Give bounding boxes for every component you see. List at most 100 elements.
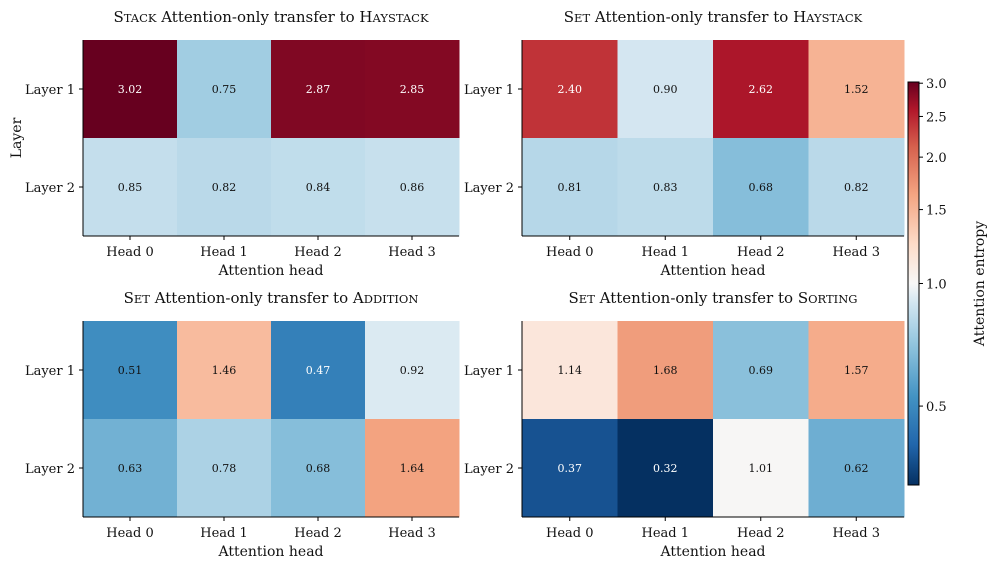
y-tick-label: Layer 1 xyxy=(25,83,75,98)
heatmap-cell xyxy=(713,40,809,139)
x-tick-label: Head 1 xyxy=(200,526,248,541)
heatmap-cell xyxy=(83,321,178,420)
heatmap-cell xyxy=(713,419,809,518)
heatmap-cell xyxy=(365,40,460,139)
colorbar-tick-label: 0.5 xyxy=(926,400,947,415)
cell-value-label: 0.68 xyxy=(749,181,774,194)
heatmap-cell xyxy=(808,138,905,237)
heatmap-cell xyxy=(617,419,714,518)
x-tick-label: Head 1 xyxy=(200,245,248,260)
cell-value-label: 2.85 xyxy=(400,83,425,96)
heatmap-cell xyxy=(365,138,460,237)
heatmap-cell xyxy=(365,419,460,518)
heatmap-cell xyxy=(522,40,618,139)
cell-value-label: 0.51 xyxy=(118,364,143,377)
cell-value-label: 1.57 xyxy=(844,364,869,377)
cell-value-label: 0.47 xyxy=(306,364,331,377)
cell-value-label: 0.85 xyxy=(118,181,143,194)
panel-set-haystack: 2.40 0.90 2.62 1.52 0.81 0.83 0.68 0.82 Layer 1 L… xyxy=(464,8,905,279)
cell-value-label: 0.84 xyxy=(306,181,331,194)
colorbar-tick-label: 3.0 xyxy=(926,77,947,92)
heatmap-cell xyxy=(365,321,460,420)
cell-value-label: 0.92 xyxy=(400,364,425,377)
x-axis-label: Attention head xyxy=(659,544,765,560)
cell-value-label: 1.46 xyxy=(212,364,237,377)
colorbar-tick-label: 2.0 xyxy=(926,151,947,166)
heatmap-cell xyxy=(271,138,366,237)
cell-value-label: 0.82 xyxy=(212,181,237,194)
x-tick-label: Head 2 xyxy=(294,245,342,260)
x-tick-label: Head 2 xyxy=(737,245,785,260)
panel-title: SET Attention-only transfer to HAYSTACK xyxy=(564,8,863,26)
heatmap-cell xyxy=(83,40,178,139)
heatmap-cell xyxy=(713,138,809,237)
x-tick-label: Head 3 xyxy=(832,245,880,260)
y-tick-label: Layer 1 xyxy=(464,83,514,98)
x-tick-label: Head 1 xyxy=(641,526,689,541)
cell-value-label: 2.40 xyxy=(558,83,583,96)
x-tick-label: Head 2 xyxy=(294,526,342,541)
heatmap-cell xyxy=(808,321,905,420)
y-tick-label: Layer 1 xyxy=(464,364,514,379)
cell-value-label: 1.68 xyxy=(653,364,678,377)
cell-value-label: 0.75 xyxy=(212,83,237,96)
cell-value-label: 0.68 xyxy=(306,462,331,475)
panel-title: SET Attention-only transfer to ADDITION xyxy=(124,289,419,307)
heatmap-cell xyxy=(177,40,272,139)
y-tick-label: Layer 2 xyxy=(464,462,514,477)
heatmap-cell xyxy=(522,138,618,237)
cell-value-label: 0.78 xyxy=(212,462,237,475)
y-tick-label: Layer 2 xyxy=(464,181,514,196)
cell-value-label: 0.83 xyxy=(653,181,678,194)
panel-title: SET Attention-only transfer to SORTING xyxy=(569,289,858,307)
x-tick-label: Head 0 xyxy=(106,526,154,541)
x-tick-label: Head 0 xyxy=(546,245,594,260)
y-axis-label: Layer xyxy=(9,117,25,158)
colorbar-gradient xyxy=(907,81,920,486)
cell-value-label: 3.02 xyxy=(118,83,143,96)
x-tick-label: Head 0 xyxy=(546,526,594,541)
heatmap-cell xyxy=(177,138,272,237)
colorbar-tick-label: 1.0 xyxy=(926,278,947,293)
x-axis-label: Attention head xyxy=(659,263,765,279)
panel-set-addition: 0.51 1.46 0.47 0.92 0.63 0.78 0.68 1.64 Layer 1 L… xyxy=(25,289,460,560)
y-tick-label: Layer 1 xyxy=(25,364,75,379)
heatmap-cell xyxy=(808,419,905,518)
panel-stack-haystack: 3.02 0.75 2.87 2.85 0.85 0.82 0.84 0.86 Layer 1 L… xyxy=(9,8,460,279)
x-axis-label: Attention head xyxy=(217,263,323,279)
heatmap-cell xyxy=(617,321,714,420)
cell-value-label: 0.81 xyxy=(558,181,583,194)
y-tick-label: Layer 2 xyxy=(25,181,75,196)
heatmap-cell xyxy=(522,321,618,420)
x-axis-label: Attention head xyxy=(217,544,323,560)
x-tick-label: Head 3 xyxy=(388,526,436,541)
cell-value-label: 2.62 xyxy=(749,83,774,96)
heatmap-cell xyxy=(271,419,366,518)
x-tick-label: Head 2 xyxy=(737,526,785,541)
colorbar-tick-label: 2.5 xyxy=(926,110,947,125)
heatmap-cell xyxy=(83,138,178,237)
heatmap-cell xyxy=(271,321,366,420)
cell-value-label: 0.86 xyxy=(400,181,425,194)
colorbar: 0.5 1.0 1.5 2.0 2.5 3.0 Attention entropy xyxy=(907,77,988,486)
heatmap-cell xyxy=(177,321,272,420)
heatmap-cell xyxy=(522,419,618,518)
cell-value-label: 1.14 xyxy=(558,364,583,377)
cell-value-label: 0.82 xyxy=(844,181,869,194)
cell-value-label: 0.90 xyxy=(653,83,678,96)
x-tick-label: Head 3 xyxy=(832,526,880,541)
colorbar-label: Attention entropy xyxy=(972,221,988,347)
panel-title: STACK Attention-only transfer to HAYSTAC… xyxy=(113,8,429,26)
cell-value-label: 0.63 xyxy=(118,462,143,475)
x-tick-label: Head 3 xyxy=(388,245,436,260)
cell-value-label: 0.69 xyxy=(749,364,774,377)
heatmap-cell xyxy=(271,40,366,139)
cell-value-label: 1.01 xyxy=(749,462,774,475)
cell-value-label: 1.52 xyxy=(844,83,869,96)
cell-value-label: 0.37 xyxy=(558,462,583,475)
heatmap-cell xyxy=(713,321,809,420)
cell-value-label: 0.32 xyxy=(653,462,678,475)
heatmap-cell xyxy=(83,419,178,518)
colorbar-tick-label: 1.5 xyxy=(926,204,947,219)
